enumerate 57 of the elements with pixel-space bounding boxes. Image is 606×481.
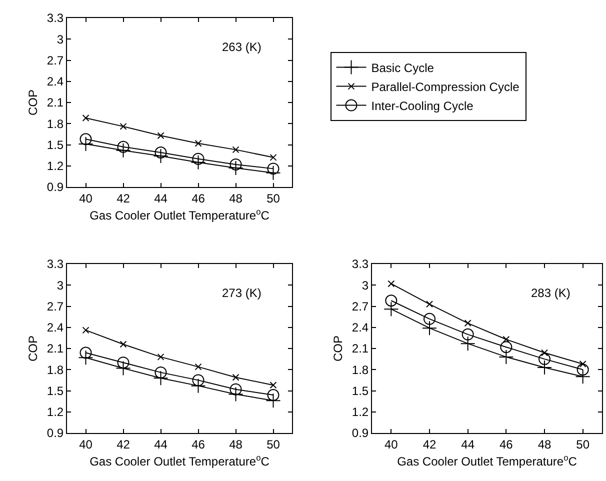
x-axis-title: Gas Cooler Outlet Temperature$^{o}$C xyxy=(90,206,270,222)
annotation: 273 (K) xyxy=(222,286,262,300)
x-tick-label: 40 xyxy=(79,191,93,206)
x-tick-label: 40 xyxy=(384,437,398,452)
y-tick-label: 1.5 xyxy=(46,138,64,152)
annotation: 263 (K) xyxy=(222,40,262,54)
x-tick-label: 48 xyxy=(229,437,243,452)
y-tick-label: 1.2 xyxy=(352,405,369,420)
y-tick-label: 3.3 xyxy=(352,257,369,272)
x-tick-label: 48 xyxy=(229,191,243,206)
y-tick-label: 2.7 xyxy=(46,299,64,314)
y-tick-label: 3 xyxy=(56,32,64,46)
y-tick-label: 2.1 xyxy=(46,342,64,356)
legend-label: Basic Cycle xyxy=(371,60,434,75)
y-axis-title: COP xyxy=(26,335,40,362)
x-tick-label: 50 xyxy=(266,437,280,452)
y-tick-label: 0.9 xyxy=(46,180,64,194)
y-tick-label: 2.4 xyxy=(46,74,64,89)
x-axis-title: Gas Cooler Outlet Temperature$^{o}$C xyxy=(90,452,270,468)
y-tick-label: 0.9 xyxy=(352,426,369,440)
y-axis-title: COP xyxy=(26,89,40,116)
y-tick-label: 2.7 xyxy=(352,299,369,314)
x-tick-label: 48 xyxy=(538,437,552,452)
y-tick-label: 1.8 xyxy=(46,362,64,377)
x-tick-label: 42 xyxy=(116,437,130,452)
y-tick-label: 1.2 xyxy=(46,159,64,174)
x-tick-label: 40 xyxy=(79,437,93,452)
y-tick-label: 1.8 xyxy=(46,116,64,131)
legend-label: Parallel-Compression Cycle xyxy=(371,80,520,94)
y-tick-label: 2.1 xyxy=(46,96,64,110)
y-tick-label: 3.3 xyxy=(46,11,64,26)
y-tick-label: 1.5 xyxy=(46,384,64,398)
y-tick-label: 2.4 xyxy=(46,320,64,335)
y-tick-label: 2.7 xyxy=(46,53,64,68)
y-tick-label: 1.2 xyxy=(46,405,64,420)
x-tick-label: 44 xyxy=(154,191,168,206)
y-tick-label: 1.8 xyxy=(352,362,369,377)
y-tick-label: 2.4 xyxy=(352,320,369,335)
y-tick-label: 3 xyxy=(56,278,64,292)
x-tick-label: 50 xyxy=(266,191,280,206)
x-axis-title: Gas Cooler Outlet Temperature$^{o}$C xyxy=(397,452,578,468)
x-tick-label: 50 xyxy=(576,437,590,452)
x-tick-label: 44 xyxy=(154,437,168,452)
annotation: 283 (K) xyxy=(531,286,570,300)
x-tick-label: 42 xyxy=(116,191,130,206)
y-tick-label: 3.3 xyxy=(46,257,64,272)
y-axis-title: COP xyxy=(331,335,346,362)
x-tick-label: 42 xyxy=(422,437,436,452)
y-tick-label: 2.1 xyxy=(352,342,369,356)
x-tick-label: 46 xyxy=(192,191,206,206)
x-tick-label: 44 xyxy=(461,437,475,452)
y-tick-label: 3 xyxy=(362,278,369,292)
y-tick-label: 0.9 xyxy=(46,426,64,440)
x-tick-label: 46 xyxy=(499,437,514,452)
legend-label: Inter-Cooling Cycle xyxy=(371,98,474,113)
x-tick-label: 46 xyxy=(192,437,206,452)
y-tick-label: 1.5 xyxy=(352,384,369,398)
